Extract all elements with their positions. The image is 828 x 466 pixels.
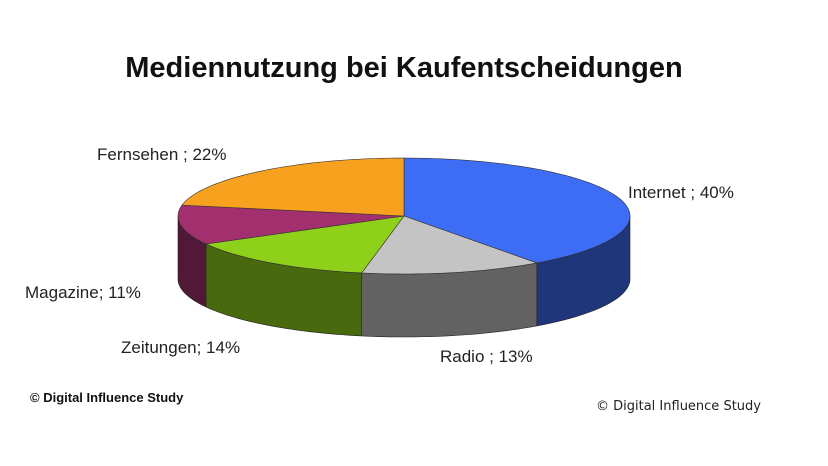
pie-slice-internet	[403, 157, 631, 264]
slice-label-internet: Internet ; 40%	[628, 183, 734, 202]
pie-slice-magazine	[177, 204, 405, 245]
credit-right: © Digital Influence Study	[596, 399, 761, 414]
pie-slice-fernsehen	[181, 157, 405, 217]
pie-top-faces	[177, 157, 631, 275]
slice-label-radio: Radio ; 13%	[440, 347, 533, 366]
credit-left: © Digital Influence Study	[30, 390, 184, 405]
pie-3d-sides	[177, 215, 631, 338]
pie-slice-radio	[361, 215, 539, 275]
slice-label-fernsehen: Fernsehen ; 22%	[97, 145, 226, 164]
pie-slice-zeitungen	[204, 215, 405, 274]
slice-label-zeitungen: Zeitungen; 14%	[121, 338, 240, 357]
chart-title: Mediennutzung bei Kaufentscheidungen	[125, 52, 682, 84]
slice-label-magazine: Magazine; 11%	[25, 283, 141, 302]
